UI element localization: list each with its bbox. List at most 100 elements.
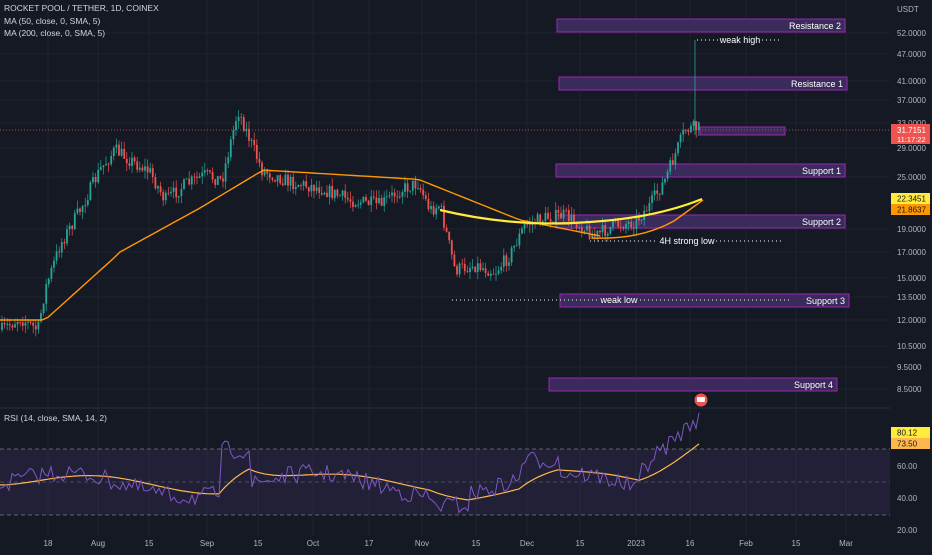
candle-body	[40, 312, 42, 322]
candle-body	[523, 223, 526, 229]
candle-body	[183, 179, 185, 190]
candle-body	[227, 157, 230, 164]
candle-body	[567, 210, 570, 222]
candle-body	[557, 209, 560, 213]
candle-body	[268, 173, 271, 178]
candle-body	[695, 121, 698, 131]
support-4-zone[interactable]	[548, 377, 838, 392]
candle-body	[37, 321, 40, 330]
candle-body	[170, 191, 172, 194]
candle-body	[281, 183, 284, 186]
rsi-axis-label: 20.00	[897, 526, 918, 535]
price-label: 13.5000	[897, 293, 926, 302]
candle-body	[86, 200, 89, 205]
current-zone[interactable]	[699, 126, 786, 136]
candle-body	[367, 200, 370, 206]
candle-body	[206, 170, 209, 172]
candle-body	[198, 176, 201, 178]
candle-body	[669, 160, 672, 172]
candle-body	[638, 216, 640, 221]
candle-body	[560, 212, 562, 219]
candle-body	[430, 206, 432, 210]
candle-body	[323, 192, 326, 195]
candle-body	[47, 278, 50, 285]
candle-body	[92, 177, 94, 183]
time-label: 18	[44, 539, 53, 548]
candle-body	[404, 183, 406, 193]
candle-body	[271, 177, 274, 180]
candle-body	[14, 324, 16, 328]
price-axis[interactable]: USDT 52.0000 47.0000 41.0000 37.0000 33.…	[890, 0, 932, 550]
candle-body	[216, 176, 219, 185]
candle-body	[476, 263, 479, 272]
candle-body	[255, 144, 258, 159]
candle-body	[456, 266, 458, 275]
candle-body	[131, 157, 133, 166]
time-axis[interactable]: 18 Aug 15 Sep 15 Oct 17 Nov 15 Dec 15 20…	[0, 536, 890, 550]
candle-body	[380, 197, 383, 206]
candle-body	[128, 163, 131, 166]
candle-body	[378, 197, 380, 204]
candle-body	[302, 181, 305, 186]
price-label: 29.0000	[897, 144, 926, 153]
candle-body	[167, 192, 170, 194]
candle-body	[6, 324, 9, 325]
candle-body	[487, 273, 490, 276]
time-label: Oct	[307, 539, 320, 548]
candle-body	[89, 182, 92, 201]
candle-body	[3, 323, 6, 325]
annotations[interactable]: weak high 4H strong low weak low	[452, 35, 790, 305]
candle-body	[458, 263, 461, 275]
rsi-axis-label: 40.00	[897, 494, 918, 503]
zones[interactable]: Resistance 2 Resistance 1 Support 1 Supp…	[548, 18, 850, 392]
resistance-2-zone[interactable]	[556, 18, 846, 33]
candle-body	[385, 196, 388, 198]
candle-body	[34, 325, 37, 330]
support-3-label: Support 3	[806, 296, 845, 306]
candle-body	[157, 186, 159, 189]
candle-body	[154, 177, 157, 189]
ma50-legend[interactable]: MA (50, close, 0, SMA, 5)	[4, 16, 101, 26]
candle-body	[666, 171, 669, 179]
candle-body	[339, 195, 341, 197]
rsi-ma-value: 73.50	[897, 440, 918, 449]
candle-body	[640, 220, 643, 221]
candle-body	[357, 204, 360, 206]
candle-body	[336, 189, 339, 196]
candle-body	[300, 185, 302, 186]
rsi-legend[interactable]: RSI (14, close, SMA, 14, 2)	[4, 413, 107, 423]
ma200-value: 21.8637	[897, 206, 926, 215]
resistance-2-label: Resistance 2	[789, 21, 841, 31]
candle-body	[684, 130, 687, 131]
candle-body	[372, 196, 375, 198]
symbol-title[interactable]: ROCKET POOL / TETHER, 1D, COINEX	[4, 3, 159, 13]
candle-body	[544, 212, 547, 222]
candle-body	[565, 209, 568, 211]
candle-body	[671, 160, 674, 165]
ma200-legend[interactable]: MA (200, close, 0, SMA, 5)	[4, 28, 106, 38]
support-1-zone[interactable]	[555, 163, 846, 178]
candle-body	[474, 266, 477, 272]
candle-body	[463, 263, 466, 272]
price-label: 8.5000	[897, 385, 922, 394]
candle-body	[375, 197, 378, 204]
resistance-1-zone[interactable]	[558, 76, 848, 91]
candle-body	[229, 139, 232, 158]
candle-body	[424, 195, 427, 199]
candle-body	[331, 185, 334, 199]
candle-body	[521, 228, 523, 234]
candle-body	[149, 168, 152, 173]
candle-body	[653, 190, 656, 196]
candle-body	[222, 178, 224, 182]
time-label: 17	[365, 539, 374, 548]
event-flag-icon[interactable]	[694, 393, 708, 407]
candle-body	[469, 267, 471, 273]
candle-body	[94, 177, 97, 183]
candle-body	[664, 178, 666, 183]
candle-body	[292, 176, 295, 190]
candle-body	[437, 206, 440, 209]
candle-body	[645, 210, 648, 212]
candle-body	[307, 187, 310, 192]
